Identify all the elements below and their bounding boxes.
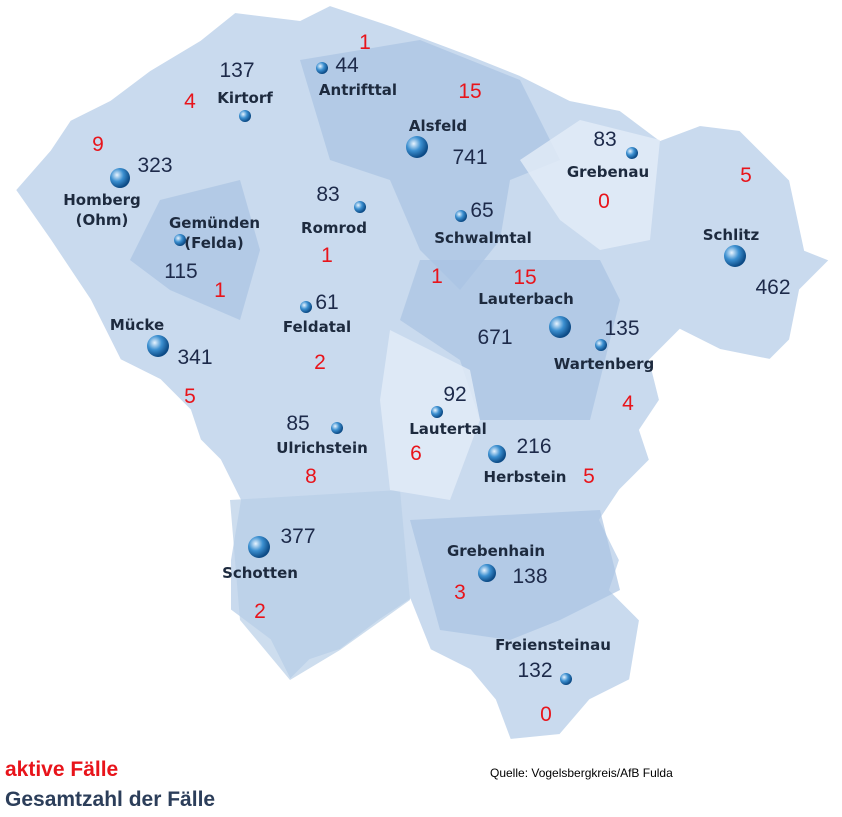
- town-name: Homberg (Ohm): [63, 191, 141, 229]
- town-name: Schotten: [222, 564, 298, 582]
- total-cases: 137: [219, 59, 255, 82]
- town-name: Lauterbach: [478, 290, 574, 308]
- source: Quelle: Vogelsbergkreis/AfB Fulda: [490, 766, 673, 780]
- legend-total: Gesamtzahl der Fälle: [5, 788, 216, 811]
- town-marker: [174, 234, 186, 246]
- region-light: [520, 120, 660, 250]
- active-cases: 0: [598, 190, 610, 213]
- total-cases: 65: [470, 199, 494, 222]
- region-shade: [400, 260, 620, 420]
- total-cases: 377: [280, 525, 316, 548]
- region-shade: [300, 40, 560, 290]
- active-cases: 2: [254, 600, 266, 623]
- total-cases: 115: [164, 260, 198, 283]
- town-name: Ulrichstein: [276, 439, 368, 457]
- total-cases: 671: [477, 326, 513, 349]
- active-cases: 1: [359, 31, 371, 54]
- town-marker: [595, 339, 607, 351]
- town-name: Kirtorf: [217, 89, 273, 107]
- total-cases: 83: [593, 128, 617, 151]
- active-cases: 6: [410, 442, 422, 465]
- town-name: Freiensteinau: [495, 636, 611, 654]
- total-cases: 92: [443, 383, 467, 406]
- active-cases: 5: [184, 385, 196, 408]
- town-name: Romrod: [301, 219, 367, 237]
- total-cases: 85: [286, 412, 310, 435]
- total-cases: 44: [335, 54, 359, 77]
- town-name: Wartenberg: [553, 355, 655, 373]
- town-marker: [300, 301, 312, 313]
- town-marker: [560, 673, 572, 685]
- town-name: Herbstein: [483, 468, 567, 486]
- town-marker: [478, 564, 496, 582]
- town-marker: [239, 110, 251, 122]
- town-name: Alsfeld: [408, 117, 468, 135]
- town-name: Schwalmtal: [434, 229, 532, 247]
- town-marker: [455, 210, 467, 222]
- town-marker: [316, 62, 328, 74]
- town-name: Schlitz: [702, 226, 760, 244]
- active-cases: 9: [92, 133, 104, 156]
- active-cases: 2: [314, 351, 326, 374]
- region-light: [380, 330, 480, 500]
- active-cases: 15: [513, 266, 537, 289]
- town-marker: [248, 536, 270, 558]
- region-shade: [230, 490, 410, 680]
- town-marker: [354, 201, 366, 213]
- town-name: Gemünden (Felda): [169, 214, 261, 252]
- total-cases: 323: [137, 154, 173, 177]
- town-name: Grebenau: [566, 163, 650, 181]
- town-marker: [406, 136, 428, 158]
- town-marker: [431, 406, 443, 418]
- active-cases: 4: [184, 90, 196, 113]
- town-marker: [488, 445, 506, 463]
- active-cases: 0: [540, 703, 552, 726]
- active-cases: 1: [431, 265, 443, 288]
- active-cases: 1: [321, 244, 333, 267]
- region-shade: [130, 180, 260, 320]
- total-cases: 83: [316, 183, 340, 206]
- town-name: Lautertal: [409, 420, 487, 438]
- active-cases: 4: [622, 392, 634, 415]
- total-cases: 462: [755, 276, 791, 299]
- active-cases: 5: [583, 465, 595, 488]
- total-cases: 138: [512, 565, 548, 588]
- active-cases: 15: [458, 80, 482, 103]
- total-cases: 61: [315, 291, 339, 314]
- town-name: Mücke: [109, 316, 165, 334]
- total-cases: 135: [604, 317, 640, 340]
- total-cases: 741: [452, 146, 488, 169]
- active-cases: 3: [454, 581, 466, 604]
- legend-active: aktive Fälle: [5, 758, 119, 781]
- total-cases: 341: [177, 346, 213, 369]
- active-cases: 5: [740, 164, 752, 187]
- town-name: Grebenhain: [446, 542, 546, 560]
- town-marker: [549, 316, 571, 338]
- active-cases: 8: [305, 465, 317, 488]
- total-cases: 216: [516, 435, 552, 458]
- town-name: Antrifttal: [318, 81, 398, 99]
- town-marker: [110, 168, 130, 188]
- total-cases: 132: [517, 659, 553, 682]
- town-name: Feldatal: [282, 318, 352, 336]
- town-marker: [147, 335, 169, 357]
- active-cases: 1: [214, 279, 226, 302]
- town-marker: [724, 245, 746, 267]
- region-shade: [410, 510, 620, 640]
- town-marker: [626, 147, 638, 159]
- town-marker: [331, 422, 343, 434]
